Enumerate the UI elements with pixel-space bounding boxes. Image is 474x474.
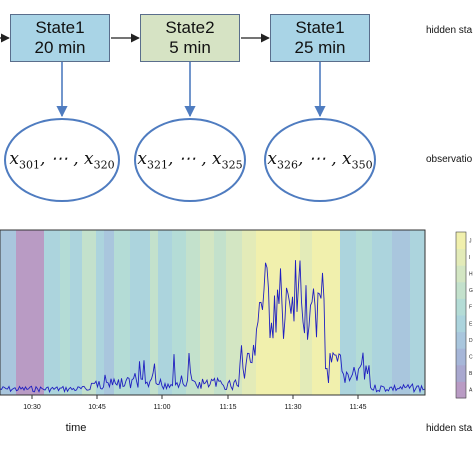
state-name: State1 bbox=[35, 18, 85, 37]
state-box-1: State1 20 min bbox=[10, 14, 110, 62]
state-band bbox=[214, 230, 226, 395]
state-band bbox=[114, 230, 130, 395]
state-box-3: State1 25 min bbox=[270, 14, 370, 62]
state-band bbox=[340, 230, 356, 395]
observation-ellipse-1: x301, ⋯ , x320 bbox=[4, 118, 120, 202]
x-tick-label: 11:30 bbox=[285, 404, 302, 411]
observation-ellipse-3: x326, ⋯ , x350 bbox=[264, 118, 376, 202]
colorbar-segment bbox=[456, 364, 466, 382]
state-band bbox=[70, 230, 82, 395]
x-tick-label: 10:45 bbox=[88, 404, 106, 411]
state-band bbox=[172, 230, 186, 395]
colorbar-segment bbox=[456, 265, 466, 283]
state-band bbox=[392, 230, 410, 395]
colorbar-label: I bbox=[469, 255, 470, 261]
state-duration: 25 min bbox=[294, 38, 346, 57]
colorbar-segment bbox=[456, 248, 466, 266]
state-band bbox=[104, 230, 114, 395]
state-band bbox=[130, 230, 150, 395]
colorbar-segment bbox=[456, 348, 466, 366]
state-band bbox=[356, 230, 372, 395]
state-band bbox=[16, 230, 44, 395]
obs-first-index: 301 bbox=[18, 158, 40, 172]
colorbar-segment bbox=[456, 381, 466, 399]
state-band bbox=[372, 230, 392, 395]
state-band bbox=[410, 230, 425, 395]
colorbar-label: J bbox=[469, 238, 472, 244]
state-band bbox=[312, 230, 340, 395]
colorbar-segment bbox=[456, 331, 466, 349]
state-name: State1 bbox=[295, 18, 345, 37]
x-tick-label: 11:15 bbox=[220, 404, 237, 411]
colorbar-label: F bbox=[469, 305, 472, 311]
obs-first-index: 326 bbox=[276, 158, 298, 172]
state-band bbox=[0, 230, 16, 395]
x-tick-label: 11:45 bbox=[350, 404, 367, 411]
colorbar-label: B bbox=[469, 371, 473, 377]
colorbar-label: A bbox=[469, 388, 473, 394]
state-band bbox=[256, 230, 300, 395]
state-box-2: State2 5 min bbox=[140, 14, 240, 62]
state-bands bbox=[0, 230, 425, 395]
colorbar-segment bbox=[456, 281, 466, 299]
colorbar-label: H bbox=[469, 272, 473, 278]
colorbar-label: D bbox=[469, 338, 473, 344]
colorbar-frame bbox=[455, 231, 467, 399]
state-band bbox=[226, 230, 242, 395]
state-band bbox=[200, 230, 214, 395]
x-axis-label: time bbox=[66, 422, 87, 434]
state-band bbox=[300, 230, 312, 395]
colorbar-label: C bbox=[469, 355, 473, 361]
x-axis-ticks: 10:30 10:45 11:00 11:15 11:30 11:45 bbox=[23, 395, 367, 411]
state-duration: 5 min bbox=[169, 38, 211, 57]
signal-line bbox=[0, 260, 425, 394]
state-band bbox=[96, 230, 104, 395]
x-tick-label: 11:00 bbox=[154, 404, 171, 411]
state-band bbox=[82, 230, 96, 395]
observation-ellipse-2: x321, ⋯ , x325 bbox=[134, 118, 246, 202]
state-band bbox=[158, 230, 172, 395]
state-band bbox=[150, 230, 158, 395]
state-band bbox=[242, 230, 256, 395]
state-duration: 20 min bbox=[34, 38, 86, 57]
x-tick-label: 10:30 bbox=[23, 404, 41, 411]
bottom-hidden-states-label: hidden sta bbox=[426, 423, 473, 434]
obs-last-index: 320 bbox=[93, 158, 115, 172]
colorbar-label: E bbox=[469, 321, 473, 327]
colorbar-segment bbox=[456, 298, 466, 316]
state-name: State2 bbox=[165, 18, 215, 37]
colorbar: A B C D E F G H I J bbox=[455, 231, 473, 399]
colorbar-segment bbox=[456, 315, 466, 333]
colorbar-label: G bbox=[469, 288, 473, 294]
observations-label: observatio bbox=[426, 154, 473, 165]
colorbar-segment bbox=[456, 232, 466, 250]
obs-first-index: 321 bbox=[146, 158, 168, 172]
state-band bbox=[44, 230, 60, 395]
plot-frame bbox=[0, 229, 426, 396]
obs-last-index: 350 bbox=[351, 158, 373, 172]
obs-last-index: 325 bbox=[221, 158, 243, 172]
state-band bbox=[60, 230, 70, 395]
hidden-states-label: hidden sta bbox=[426, 25, 473, 36]
